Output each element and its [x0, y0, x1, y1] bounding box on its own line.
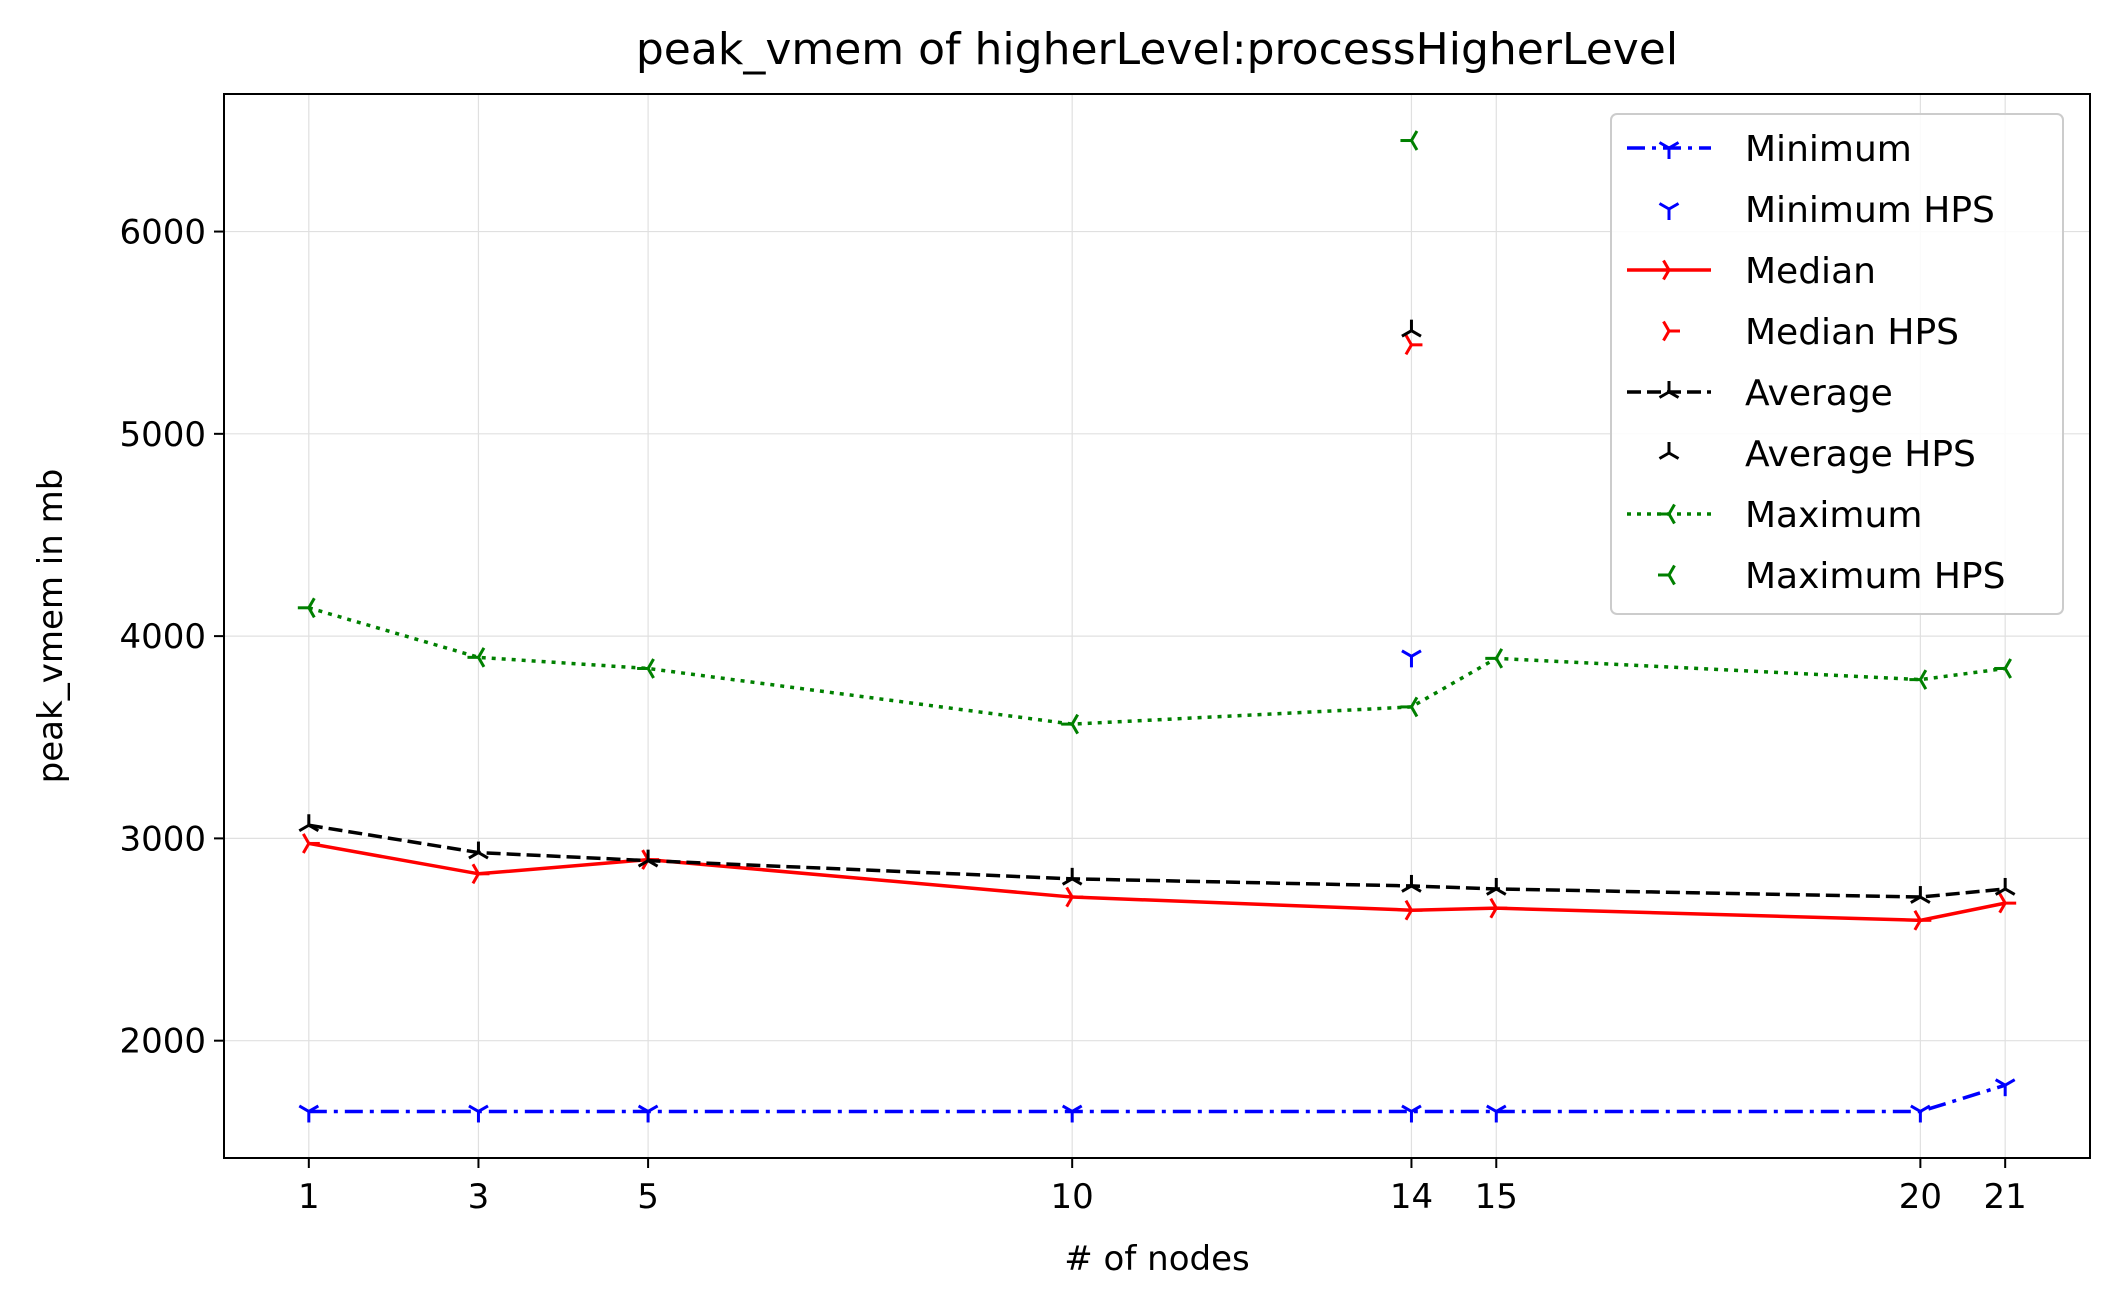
legend-label: Average HPS [1745, 434, 1976, 475]
legend-item-median-hps: Median HPS [1662, 312, 1959, 353]
x-tick-label: 21 [1984, 1177, 2027, 1217]
legend-item-average-hps: Average HPS [1658, 434, 1976, 475]
series-layer [297, 597, 2017, 1123]
data-point-minimum [637, 1104, 659, 1123]
y-axis: 2000 3000 4000 5000 6000 [119, 213, 224, 1062]
data-point-average [637, 849, 659, 868]
legend-marker [1658, 202, 1680, 220]
legend-item-average: Average [1627, 373, 1893, 414]
series-minimum [298, 1078, 2016, 1123]
data-point-average [298, 814, 320, 833]
x-tick-label: 3 [468, 1177, 490, 1217]
data-point-minimum [1994, 1078, 2016, 1097]
data-point-minimum-hps [1401, 649, 1422, 668]
x-tick-label: 20 [1899, 1177, 1942, 1217]
y-tick-label: 4000 [119, 617, 206, 657]
hps-layer [1400, 130, 1423, 668]
y-tick-label: 5000 [119, 415, 206, 455]
data-point-minimum [1401, 1104, 1422, 1123]
chart-title: peak_vmem of higherLevel:processHigherLe… [636, 24, 1678, 75]
legend-label: Minimum [1745, 129, 1912, 170]
data-point-maximum [1061, 713, 1079, 735]
legend-label: Average [1745, 373, 1893, 414]
data-point-median [1998, 892, 2017, 914]
series-line-median [308, 841, 2006, 923]
x-tick-label: 5 [637, 1177, 659, 1217]
y-axis-label: peak_vmem in mb [31, 469, 71, 784]
legend-marker [1658, 442, 1680, 460]
data-point-median [1489, 897, 1508, 919]
data-point-maximum-hps [1400, 130, 1419, 151]
data-point-maximum [1400, 696, 1419, 718]
series-maximum [297, 597, 2012, 735]
plot-frame [223, 93, 2091, 1159]
legend-label: Median [1745, 251, 1876, 292]
data-point-average [1485, 877, 1507, 896]
data-point-minimum [1061, 1104, 1083, 1123]
data-point-minimum [1485, 1104, 1507, 1123]
data-point-median-hps [1404, 334, 1423, 356]
legend-marker [1658, 564, 1676, 586]
series-median [302, 833, 2017, 931]
data-point-median [302, 833, 320, 854]
data-point-minimum [1910, 1104, 1931, 1123]
data-point-median [1065, 886, 1084, 908]
legend-marker [1658, 503, 1676, 525]
data-point-average [468, 841, 489, 860]
data-point-maximum [637, 658, 655, 679]
legend-item-minimum-hps: Minimum HPS [1658, 190, 1995, 231]
y-tick-label: 3000 [119, 819, 206, 859]
data-point-median [1913, 910, 1932, 931]
y-tick-label: 2000 [119, 1022, 206, 1062]
x-tick-label: 10 [1051, 1177, 1094, 1217]
y-tick-label: 6000 [119, 213, 206, 253]
legend-label: Minimum HPS [1745, 190, 1995, 231]
legend-label: Maximum HPS [1745, 556, 2005, 597]
legend: Minimum Minimum HPS Median Median HPS Averag… [1610, 113, 2064, 615]
data-point-average-hps [1401, 319, 1422, 338]
legend-marker [1662, 259, 1680, 281]
legend-box [1610, 113, 2064, 615]
legend-label: Median HPS [1745, 312, 1959, 353]
legend-item-maximum-hps: Maximum HPS [1658, 556, 2005, 597]
legend-item-median: Median [1627, 251, 1876, 292]
series-average [298, 814, 2016, 904]
series-line-average [308, 823, 2006, 899]
x-tick-label: 15 [1475, 1177, 1518, 1217]
data-point-average [1994, 877, 2016, 896]
x-tick-label: 1 [298, 1177, 320, 1217]
x-axis-label: # of nodes [1064, 1239, 1249, 1279]
legend-marker [1658, 141, 1680, 159]
data-point-maximum [1909, 669, 1928, 690]
data-point-median [1404, 899, 1423, 921]
series-line-minimum [308, 1083, 2006, 1114]
data-point-average [1910, 886, 1931, 904]
data-point-maximum [1485, 648, 1504, 669]
legend-marker [1658, 381, 1680, 399]
data-point-maximum [297, 597, 316, 619]
data-point-average [1401, 874, 1422, 893]
data-point-maximum [1994, 658, 2012, 679]
data-point-maximum [467, 647, 486, 668]
data-point-minimum [468, 1104, 489, 1123]
legend-marker [1662, 320, 1680, 342]
x-tick-label: 14 [1390, 1177, 1433, 1217]
data-point-minimum [298, 1104, 320, 1123]
x-axis: 1 3 5 10 14 15 20 21 [298, 1158, 2027, 1217]
data-point-average [1061, 867, 1083, 886]
legend-item-maximum: Maximum [1627, 495, 1922, 536]
legend-label: Maximum [1745, 495, 1922, 536]
legend-item-minimum: Minimum [1627, 129, 1912, 170]
data-point-median [471, 863, 490, 885]
